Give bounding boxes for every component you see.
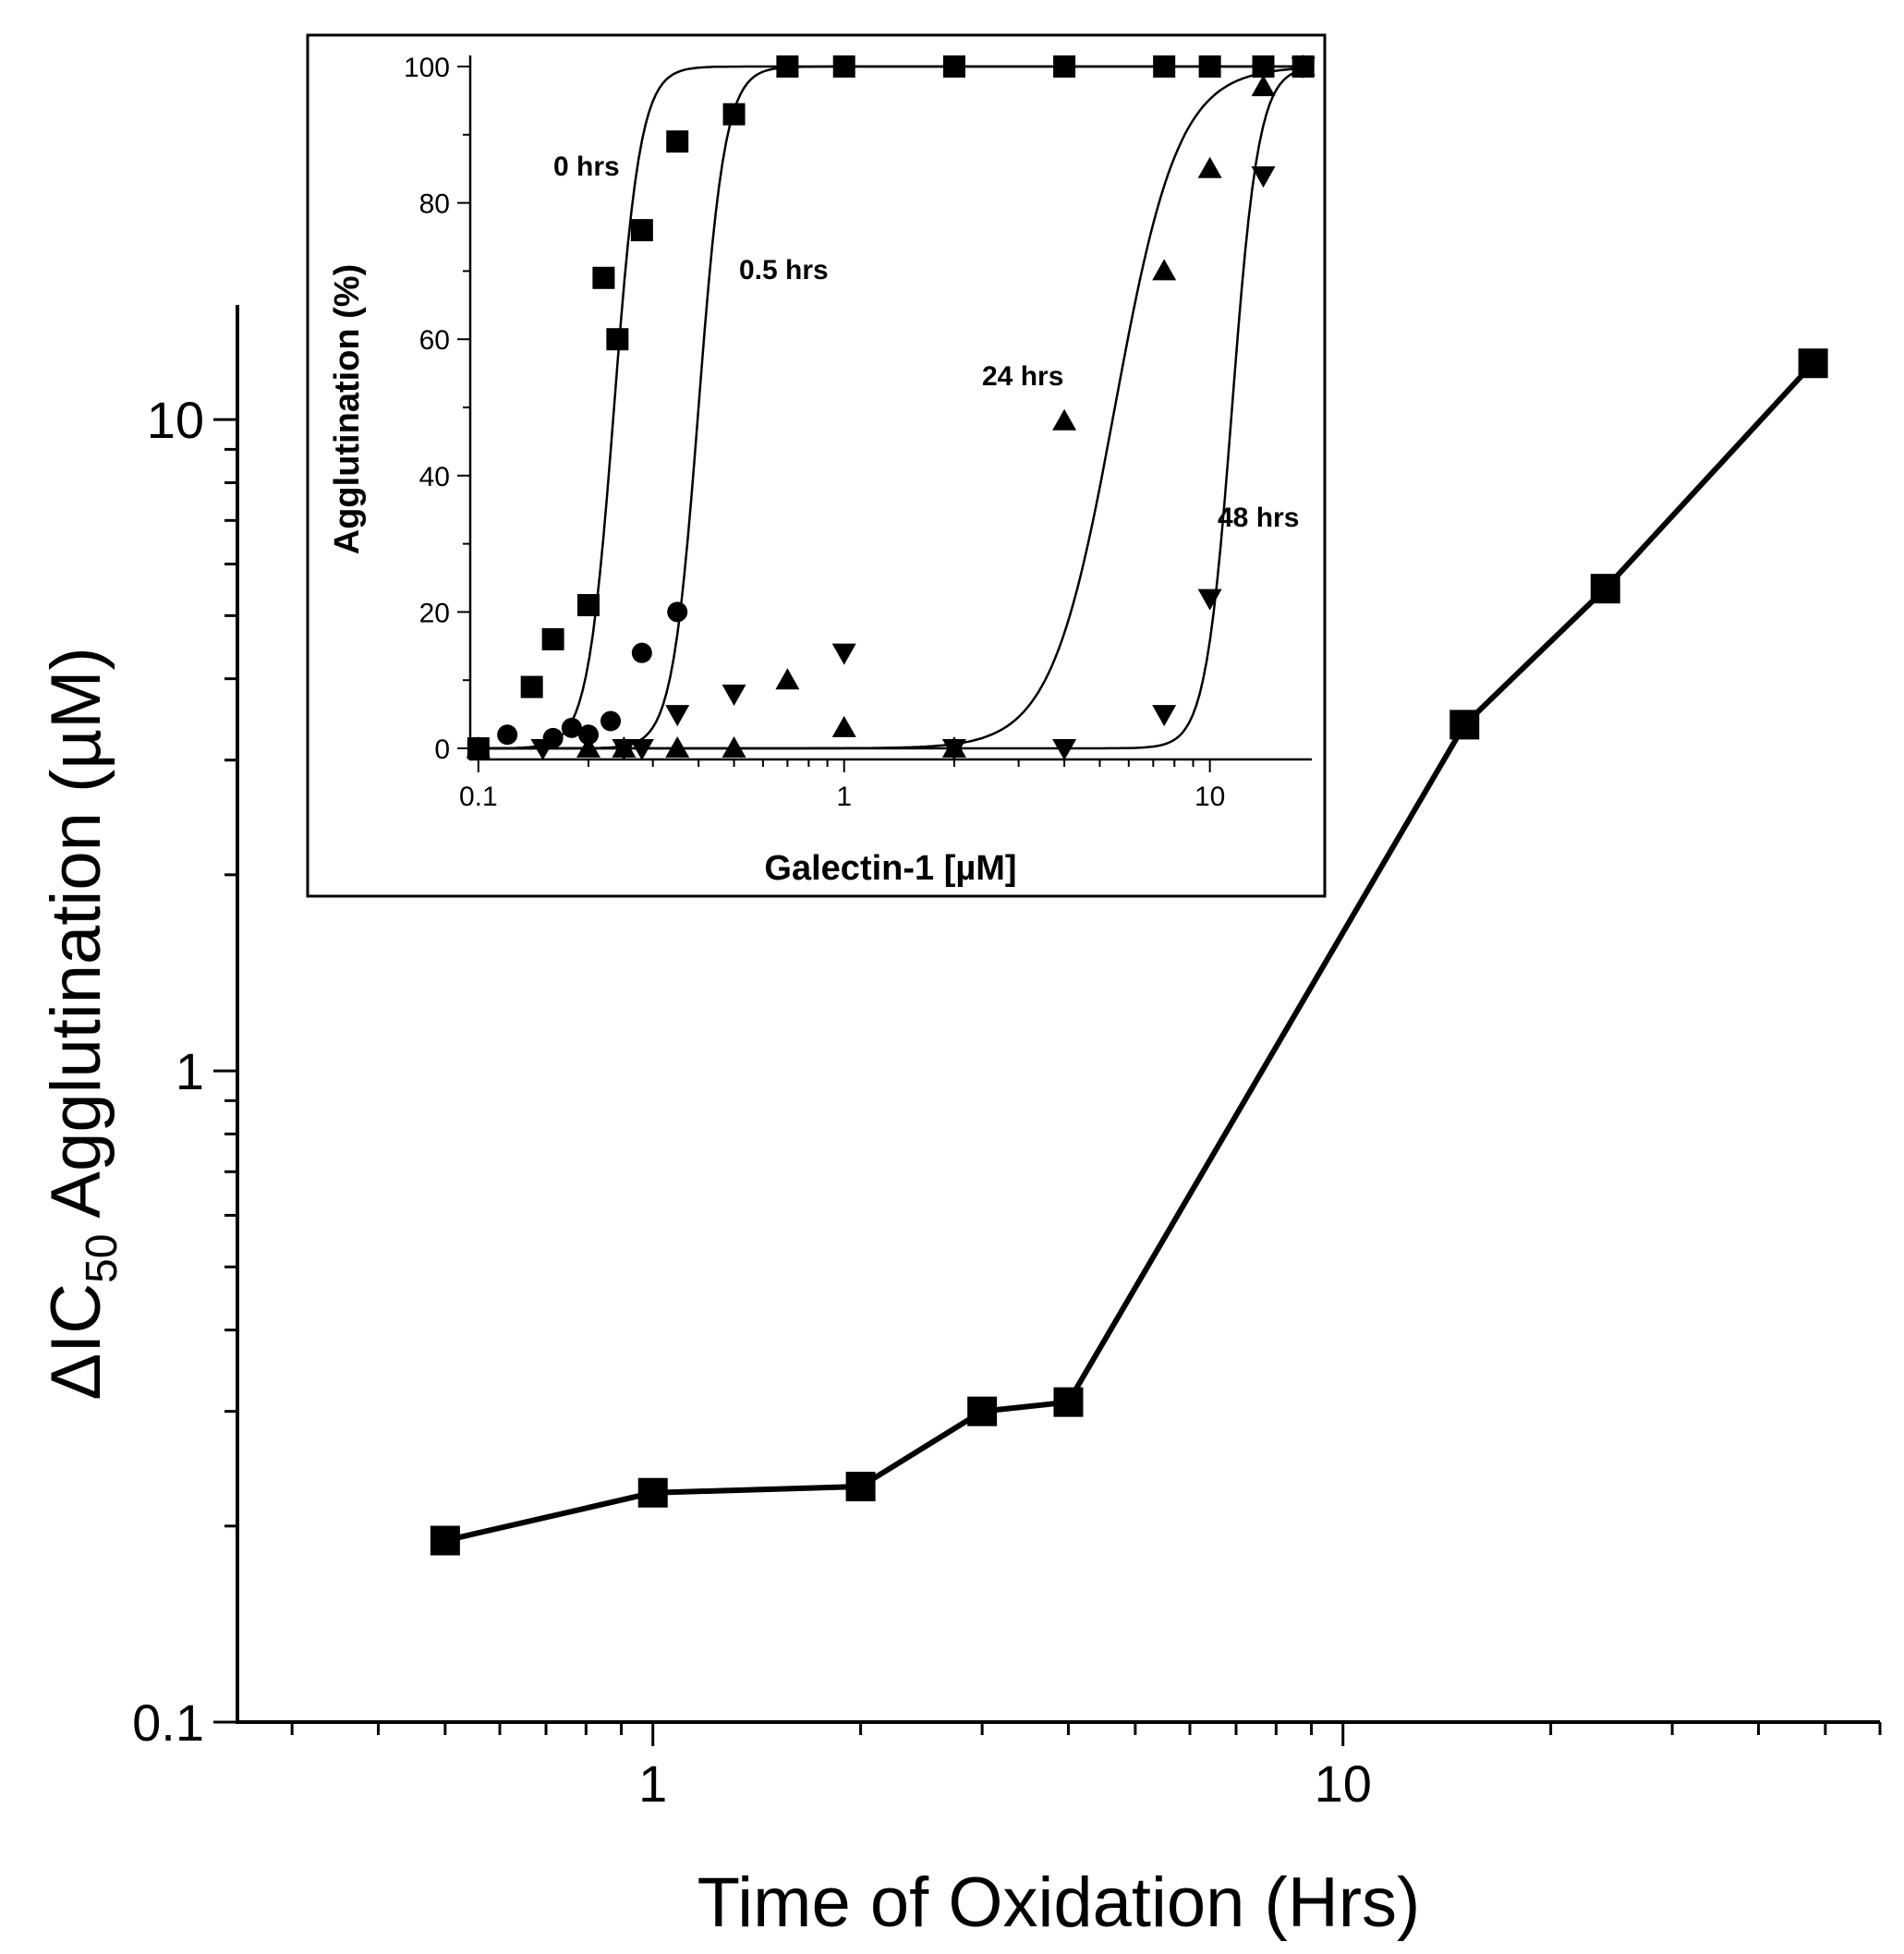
inset-square-point: [1252, 55, 1275, 78]
main-data-point: [1053, 1387, 1084, 1417]
inset-triangle-down-point: [665, 705, 690, 727]
inset-circle-point: [497, 724, 518, 746]
inset-triangle-down-point: [722, 684, 746, 706]
inset-circle-point: [561, 717, 582, 738]
inset-x-tick-label: 1: [836, 782, 852, 812]
main-ticks: [213, 418, 1882, 1746]
inset-triangle-down-point: [612, 739, 637, 760]
inset-y-tick-label: 40: [419, 462, 450, 492]
main-markers: [430, 348, 1828, 1556]
inset-fit-curve-3: [470, 67, 1313, 750]
inset-circle-point: [667, 601, 688, 623]
inset-triangle-up-point: [1052, 408, 1077, 431]
inset-triangle-up-point: [831, 715, 856, 737]
inset-triangle-down-point: [1152, 705, 1177, 727]
inset-square-point: [577, 594, 600, 617]
inset-triangle-up-point: [722, 736, 746, 758]
inset-label-48hrs: 48 hrs: [1218, 503, 1299, 533]
inset-triangle-up-point: [1251, 75, 1276, 97]
inset-y-tick-label: 80: [419, 189, 450, 220]
inset-triangle-down-point: [831, 643, 856, 665]
inset-triangle-up-point: [1197, 156, 1222, 178]
inset-triangle-down-point: [1052, 739, 1077, 760]
inset-markers: [466, 55, 1316, 760]
main-y-axis-title-subscript: 50: [78, 1234, 127, 1283]
inset-x-tick-label: 0.1: [459, 782, 498, 812]
inset-ticks: [457, 66, 1211, 772]
inset-triangle-down-point: [1251, 166, 1276, 188]
main-y-tick-label: 1: [176, 1042, 204, 1100]
inset-triangle-up-point: [775, 668, 800, 690]
main-data-point: [430, 1525, 460, 1556]
inset-x-tick-label: 10: [1195, 782, 1225, 812]
inset-square-point: [1153, 55, 1176, 78]
main-x-axis-title: Time of Oxidation (Hrs): [697, 1863, 1421, 1942]
inset-square-point: [520, 675, 543, 698]
inset-x-axis-title: Galectin-1 [µM]: [764, 849, 1016, 888]
main-y-axis-title-suffix: Agglutination (µM): [37, 647, 115, 1233]
inset-label-24hrs: 24 hrs: [982, 361, 1063, 392]
inset-triangle-up-point: [576, 736, 601, 758]
inset-square-point: [1053, 55, 1076, 78]
inset-square-point: [606, 328, 629, 351]
main-y-tick-label: 0.1: [132, 1693, 204, 1752]
inset-circle-point: [542, 727, 564, 748]
main-y-axis-title: ΔIC50 Agglutination (µM): [37, 647, 127, 1400]
inset-square-point: [832, 55, 855, 78]
main-data-point: [845, 1472, 876, 1502]
main-data-point: [967, 1396, 998, 1426]
inset-circle-point: [578, 724, 600, 746]
inset-y-tick-label: 60: [419, 325, 450, 356]
inset-square-point: [630, 219, 653, 242]
inset-triangle-down-point: [1197, 589, 1222, 611]
inset-label-0hrs: 0 hrs: [553, 152, 620, 182]
inset-triangle-down-point: [629, 739, 654, 760]
inset-square-point: [1198, 55, 1221, 78]
main-data-point: [637, 1477, 668, 1508]
main-series: [444, 361, 1815, 1544]
inset-square-point: [1292, 55, 1315, 78]
main-series-line: [444, 361, 1815, 1544]
inset-triangle-up-point: [1152, 259, 1177, 281]
main-data-point: [1449, 710, 1480, 740]
main-y-tick-label: 10: [147, 391, 204, 449]
main-data-point: [1590, 574, 1620, 604]
inset-square-point: [942, 55, 965, 78]
inset-square-point: [722, 103, 746, 126]
main-axes: [236, 305, 1880, 1724]
inset-square-point: [467, 737, 490, 759]
inset-square-point: [541, 627, 564, 650]
inset-square-point: [776, 55, 799, 78]
inset-y-axis-title: Agglutination (%): [328, 264, 367, 554]
main-x-tick-label: 10: [1315, 1754, 1372, 1813]
inset-y-tick-label: 100: [404, 53, 450, 83]
inset-y-tick-label: 20: [419, 598, 450, 628]
inset-triangle-down-point: [941, 739, 966, 760]
main-data-point: [1798, 348, 1828, 379]
inset-annotations: 0 hrs 0.5 hrs 24 hrs 48 hrs: [553, 152, 1299, 533]
inset-y-tick-label: 0: [434, 734, 450, 765]
inset-triangle-up-point: [665, 736, 690, 758]
inset-square-point: [666, 130, 689, 153]
inset-circle-point: [600, 710, 622, 732]
main-y-axis-title-prefix: ΔIC: [37, 1283, 115, 1401]
inset-square-point: [592, 266, 615, 289]
inset-label-0-5hrs: 0.5 hrs: [739, 255, 829, 285]
inset-circle-point: [631, 642, 652, 663]
main-x-tick-label: 1: [638, 1754, 667, 1813]
